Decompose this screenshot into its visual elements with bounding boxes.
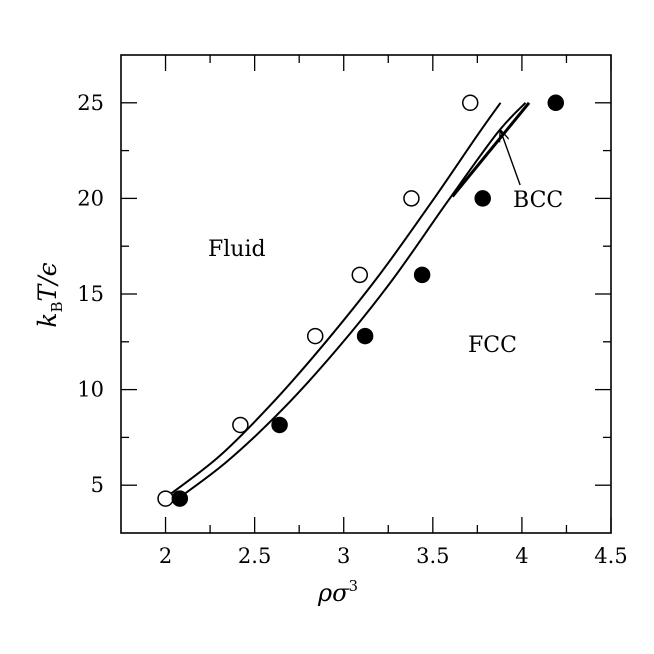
phase-boundary-curves (164, 101, 531, 504)
plot-frame (120, 54, 612, 534)
x-tick-label: 2.5 (238, 544, 271, 568)
y-tick-label: 10 (77, 378, 104, 402)
x-tick-labels: 2 2.5 3 3.5 4 4.5 (159, 544, 628, 568)
fluid-point (351, 266, 369, 284)
x-tick-label: 2 (159, 544, 172, 568)
axis-ticks (121, 55, 612, 533)
annotations (501, 131, 521, 186)
y-axis-label-k: k (33, 313, 62, 328)
region-label-fcc: FCC (468, 333, 517, 358)
bcc-arrow (501, 131, 521, 186)
melting-line (172, 102, 527, 504)
x-axis-label-sup: 3 (348, 577, 358, 595)
y-tick-label: 20 (77, 186, 104, 210)
bcc-boundary-line (451, 101, 531, 198)
fluid-point (232, 416, 249, 434)
x-axis-label: ρσ3 (317, 577, 358, 607)
data-points (157, 94, 565, 507)
y-tick-labels: 5 10 15 20 25 (77, 91, 104, 497)
freezing-line (164, 102, 502, 499)
x-tick-label: 4 (515, 544, 528, 568)
y-axis-label-sub: B (48, 301, 66, 312)
y-tick-label: 15 (77, 282, 104, 306)
x-axis-label-base: ρσ (317, 579, 349, 607)
solid-point (356, 327, 374, 345)
fluid-point (461, 94, 479, 112)
solid-point (413, 266, 431, 284)
y-tick-label: 5 (91, 473, 104, 497)
y-tick-label: 25 (77, 91, 104, 115)
x-tick-label: 3 (337, 544, 350, 568)
region-label-bcc: BCC (513, 188, 563, 213)
region-label-fluid: Fluid (208, 237, 266, 262)
y-axis-label: kBT/ϵ (33, 262, 66, 327)
fluid-point (157, 490, 174, 507)
solid-point (547, 94, 565, 112)
y-axis-label-rest: /ϵ (33, 262, 62, 286)
solid-point (171, 490, 189, 507)
solid-point (474, 190, 491, 207)
x-tick-label: 3.5 (416, 544, 449, 568)
x-tick-label: 4.5 (594, 544, 627, 568)
fluid-point (306, 327, 324, 345)
y-axis-label-t: T (33, 282, 62, 301)
solid-point (271, 416, 288, 434)
fluid-point (403, 190, 420, 207)
